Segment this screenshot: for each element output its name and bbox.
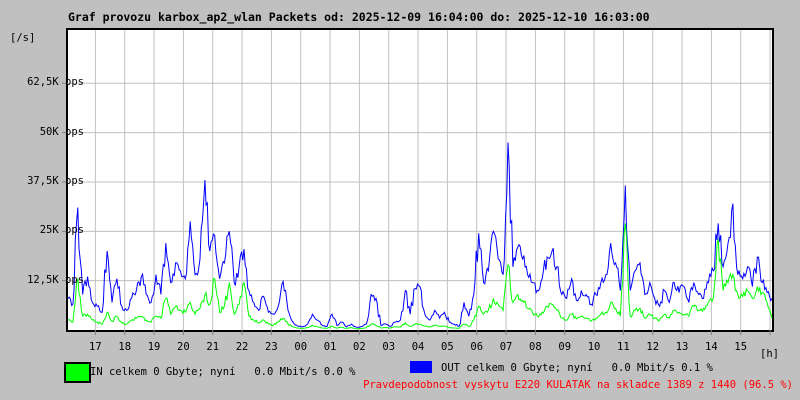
x-axis-label: 20: [177, 341, 190, 353]
x-axis-label: 08: [529, 341, 542, 353]
legend-out-label: OUT celkem 0 Gbyte; nyní 0.0 Mbit/s 0.1 …: [441, 362, 713, 374]
x-axis-label: 02: [353, 341, 366, 353]
legend-in-swatch: [64, 362, 91, 383]
x-axis-label: 09: [558, 341, 572, 353]
legend-out-swatch: [410, 361, 432, 373]
x-axis-label: 05: [441, 341, 454, 353]
x-axis-label: 19: [147, 341, 161, 353]
y-axis-label: 25K pps: [39, 224, 84, 237]
page-title: Graf provozu karbox_ap2_wlan Packets od:…: [68, 10, 650, 24]
x-axis-label: 15: [734, 341, 748, 353]
x-axis-label: 04: [411, 341, 425, 353]
y-axis-label: 37,5K pps: [27, 174, 84, 187]
availability-note: Pravdepodobnost vyskytu E220 KULATAK na …: [363, 379, 793, 391]
x-axis-label: 07: [499, 341, 513, 353]
y-axis-unit-label: [/s]: [10, 32, 36, 44]
x-axis-label: 01: [323, 341, 337, 353]
x-axis-label: 22: [235, 341, 249, 353]
out-series-line: [67, 142, 773, 328]
y-axis-label: 62,5K pps: [27, 76, 84, 89]
traffic-chart-svg: [62, 30, 773, 335]
x-axis-label: 17: [89, 341, 102, 353]
x-axis-label: 21: [206, 341, 220, 353]
plot-area: [62, 28, 774, 335]
x-axis-label: 06: [470, 341, 484, 353]
legend-in-label: IN celkem 0 Gbyte; nyní 0.0 Mbit/s 0.0 %: [90, 366, 356, 378]
x-axis-label: 00: [294, 341, 308, 353]
x-axis-unit-label: [h]: [760, 348, 779, 360]
x-axis-label: 10: [587, 341, 601, 353]
x-axis-label: 03: [382, 341, 396, 353]
x-axis-label: 12: [646, 341, 660, 353]
in-series-line: [67, 223, 773, 330]
y-axis-label: 12,5K pps: [27, 273, 84, 286]
x-axis-label: 13: [675, 341, 689, 353]
x-axis-label: 11: [617, 341, 630, 353]
x-axis-label: 18: [118, 341, 132, 353]
x-axis-label: 23: [265, 341, 278, 353]
x-axis-label: 14: [705, 341, 718, 353]
y-axis-label: 50K pps: [39, 125, 84, 138]
